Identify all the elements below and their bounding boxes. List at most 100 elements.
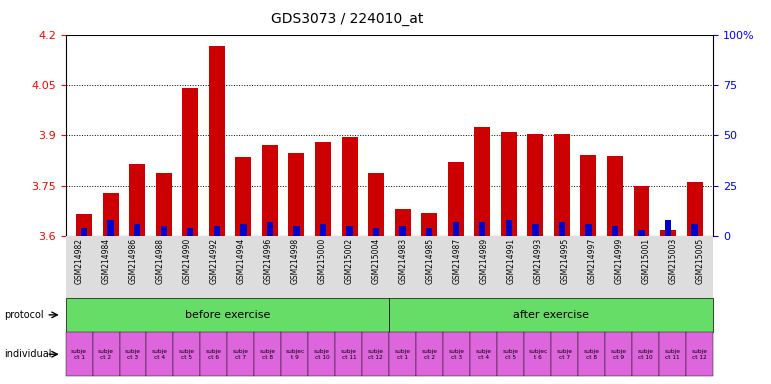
- Bar: [267, 222, 273, 236]
- Text: GSM214984: GSM214984: [102, 238, 110, 284]
- Text: GSM214983: GSM214983: [399, 238, 407, 284]
- Bar: [501, 132, 517, 236]
- Bar: [320, 224, 326, 236]
- Bar: [160, 226, 167, 236]
- Text: GSM214982: GSM214982: [75, 238, 83, 284]
- Text: subje
ct 11: subje ct 11: [665, 349, 681, 360]
- Text: GSM214990: GSM214990: [183, 238, 191, 284]
- Bar: [687, 182, 702, 236]
- Text: GSM214985: GSM214985: [426, 238, 434, 284]
- Bar: [134, 224, 140, 236]
- Text: GSM214986: GSM214986: [129, 238, 137, 284]
- Bar: [532, 224, 538, 236]
- Bar: [209, 46, 225, 236]
- Text: GSM215001: GSM215001: [641, 238, 650, 284]
- Bar: [581, 155, 597, 236]
- Bar: [611, 226, 618, 236]
- Text: GSM214991: GSM214991: [507, 238, 515, 284]
- Text: subje
ct 11: subje ct 11: [341, 349, 357, 360]
- Text: subje
ct 1: subje ct 1: [395, 349, 411, 360]
- Bar: [241, 224, 247, 236]
- Bar: [182, 88, 198, 236]
- Text: GSM215005: GSM215005: [695, 238, 704, 284]
- Bar: [187, 228, 194, 236]
- Bar: [448, 162, 463, 236]
- Text: subje
ct 10: subje ct 10: [314, 349, 330, 360]
- Text: subje
ct 5: subje ct 5: [179, 349, 195, 360]
- Bar: [585, 224, 591, 236]
- Text: subje
ct 10: subje ct 10: [638, 349, 654, 360]
- Bar: [107, 220, 114, 236]
- Text: subje
ct 8: subje ct 8: [260, 349, 276, 360]
- Bar: [426, 228, 433, 236]
- Bar: [479, 222, 486, 236]
- Text: GSM215004: GSM215004: [372, 238, 380, 284]
- Bar: [368, 173, 384, 236]
- Bar: [421, 214, 437, 236]
- Bar: [474, 127, 490, 236]
- Text: subje
ct 6: subje ct 6: [206, 349, 222, 360]
- Text: subje
ct 2: subje ct 2: [422, 349, 438, 360]
- Text: GSM215000: GSM215000: [318, 238, 326, 284]
- Text: subjec
t 6: subjec t 6: [528, 349, 547, 360]
- Bar: [506, 220, 512, 236]
- Bar: [342, 137, 358, 236]
- Bar: [346, 226, 352, 236]
- Bar: [373, 228, 379, 236]
- Text: individual: individual: [4, 349, 52, 359]
- Text: subje
ct 1: subje ct 1: [71, 349, 87, 360]
- Text: before exercise: before exercise: [185, 310, 270, 320]
- Text: GSM214997: GSM214997: [588, 238, 596, 284]
- Text: GSM214987: GSM214987: [453, 238, 461, 284]
- Bar: [527, 134, 544, 236]
- Text: subje
ct 4: subje ct 4: [152, 349, 168, 360]
- Text: GSM215002: GSM215002: [345, 238, 353, 284]
- Text: GSM214989: GSM214989: [480, 238, 488, 284]
- Text: GSM214998: GSM214998: [291, 238, 299, 284]
- Text: subje
ct 12: subje ct 12: [692, 349, 708, 360]
- Text: GSM214996: GSM214996: [264, 238, 272, 284]
- Text: subje
ct 4: subje ct 4: [476, 349, 492, 360]
- Bar: [660, 230, 676, 236]
- Bar: [554, 134, 570, 236]
- Text: GSM214992: GSM214992: [210, 238, 218, 284]
- Bar: [395, 209, 411, 236]
- Text: after exercise: after exercise: [513, 310, 589, 320]
- Text: subje
ct 3: subje ct 3: [449, 349, 465, 360]
- Text: subje
ct 12: subje ct 12: [368, 349, 384, 360]
- Bar: [156, 173, 172, 236]
- Text: GSM214995: GSM214995: [561, 238, 569, 284]
- Bar: [315, 142, 331, 236]
- Text: subje
ct 3: subje ct 3: [125, 349, 141, 360]
- Text: subje
ct 8: subje ct 8: [584, 349, 600, 360]
- Bar: [559, 222, 565, 236]
- Text: subje
ct 9: subje ct 9: [611, 349, 627, 360]
- Bar: [399, 226, 406, 236]
- Bar: [262, 146, 278, 236]
- Bar: [293, 226, 300, 236]
- Bar: [76, 214, 92, 236]
- Text: subjec
t 9: subjec t 9: [285, 349, 305, 360]
- Text: GSM214993: GSM214993: [534, 238, 542, 284]
- Bar: [130, 164, 145, 236]
- Bar: [665, 220, 672, 236]
- Text: subje
ct 5: subje ct 5: [503, 349, 519, 360]
- Bar: [235, 157, 251, 236]
- Text: GSM215003: GSM215003: [668, 238, 677, 284]
- Text: subje
ct 7: subje ct 7: [557, 349, 573, 360]
- Bar: [634, 187, 649, 236]
- Bar: [453, 222, 459, 236]
- Bar: [692, 224, 698, 236]
- Text: GSM214999: GSM214999: [614, 238, 623, 284]
- Bar: [638, 230, 645, 236]
- Text: subje
ct 7: subje ct 7: [233, 349, 249, 360]
- Bar: [214, 226, 220, 236]
- Text: subje
ct 2: subje ct 2: [98, 349, 114, 360]
- Bar: [607, 156, 623, 236]
- Text: protocol: protocol: [4, 310, 43, 320]
- Bar: [288, 153, 305, 236]
- Text: GSM214988: GSM214988: [156, 238, 164, 284]
- Bar: [103, 193, 119, 236]
- Text: GSM214994: GSM214994: [237, 238, 245, 284]
- Text: GDS3073 / 224010_at: GDS3073 / 224010_at: [271, 12, 423, 25]
